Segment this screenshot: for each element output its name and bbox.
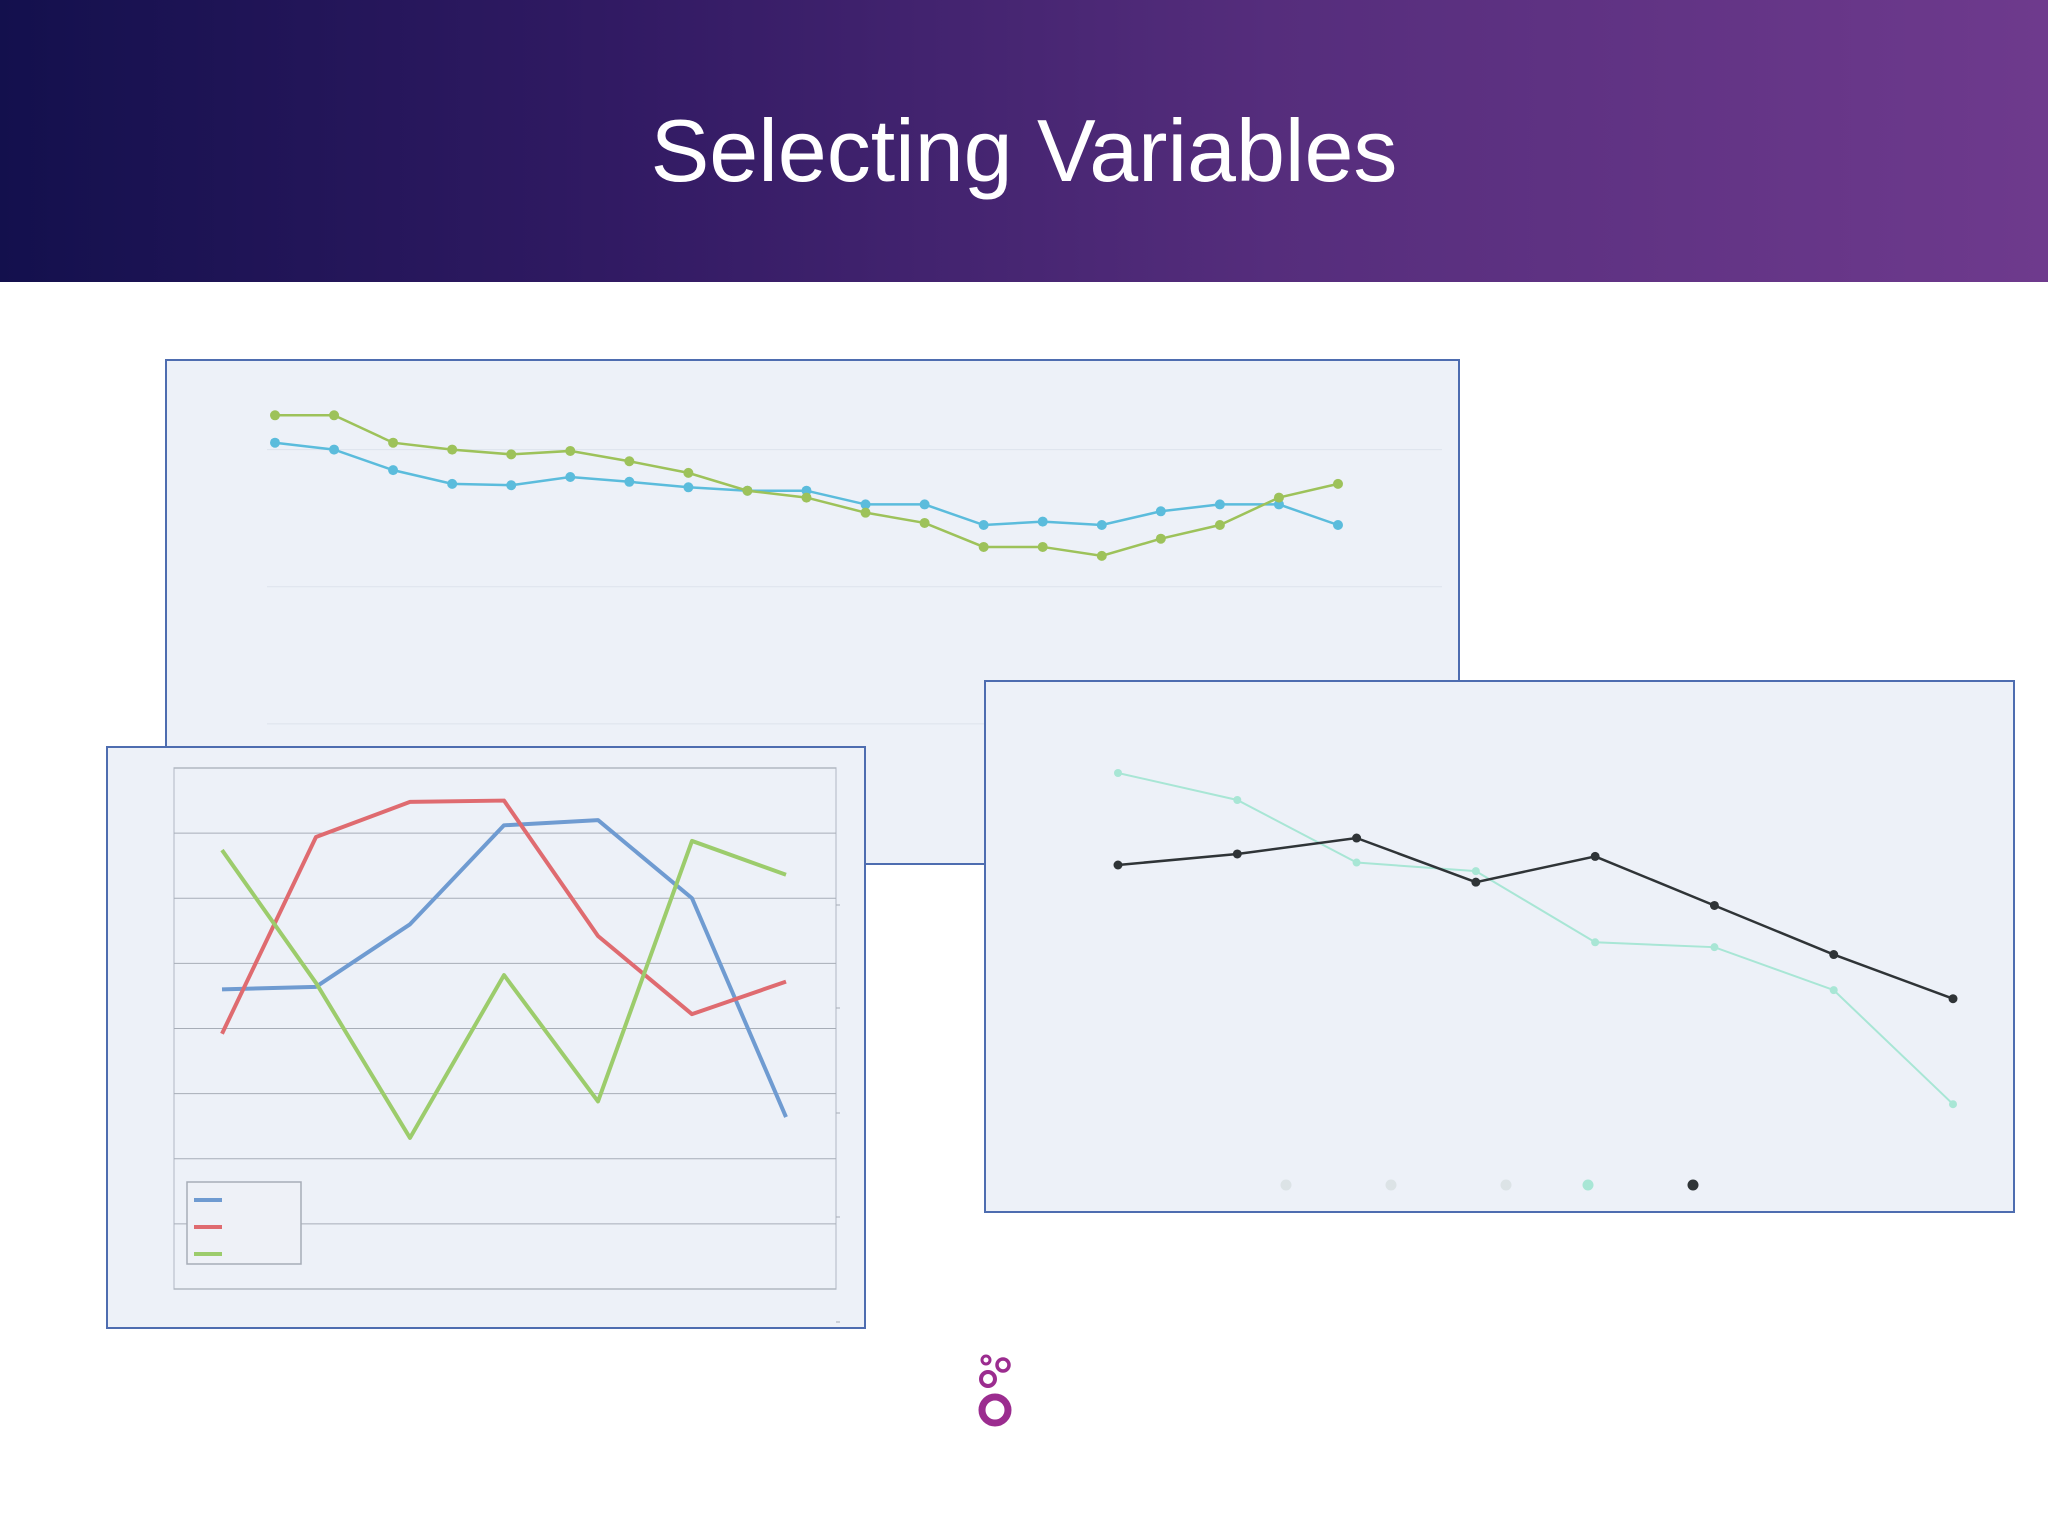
data-point bbox=[742, 485, 753, 496]
legend-marker bbox=[1500, 1179, 1512, 1191]
data-point bbox=[565, 472, 576, 482]
looker-logo bbox=[900, 1345, 1150, 1455]
looker-logo-mark bbox=[978, 1354, 1012, 1427]
legend-marker bbox=[1385, 1179, 1397, 1191]
series-line-1 bbox=[275, 414, 1339, 558]
data-point bbox=[1352, 833, 1362, 843]
data-point bbox=[506, 449, 517, 460]
data-point bbox=[1232, 849, 1242, 859]
data-point bbox=[860, 507, 871, 518]
data-point bbox=[1155, 533, 1166, 544]
series-line-northwest bbox=[1117, 772, 1954, 1105]
data-point bbox=[624, 476, 635, 487]
data-point bbox=[1333, 520, 1343, 530]
data-point bbox=[1352, 858, 1361, 867]
data-point bbox=[1709, 900, 1719, 910]
data-point bbox=[1096, 550, 1107, 561]
data-point bbox=[919, 499, 930, 510]
carrier-distance-line-chart bbox=[1113, 769, 1958, 1191]
data-point bbox=[1829, 986, 1838, 995]
data-point bbox=[919, 517, 930, 528]
legend-marker bbox=[1280, 1179, 1292, 1191]
series-line-richmond bbox=[220, 798, 787, 1035]
data-point bbox=[683, 467, 694, 478]
data-point bbox=[801, 492, 812, 503]
logo-bubble bbox=[978, 1393, 1012, 1427]
legend-marker bbox=[1582, 1179, 1594, 1191]
data-point bbox=[1037, 541, 1048, 552]
data-point bbox=[388, 465, 399, 476]
data-point bbox=[1590, 851, 1600, 861]
data-point bbox=[1273, 492, 1284, 503]
data-point bbox=[447, 444, 458, 455]
data-point bbox=[683, 482, 694, 493]
data-point bbox=[1829, 950, 1839, 960]
data-point bbox=[388, 437, 399, 448]
data-point bbox=[624, 456, 635, 467]
logo-bubble bbox=[979, 1370, 997, 1388]
data-point bbox=[329, 444, 340, 455]
data-point bbox=[978, 541, 989, 552]
data-point bbox=[1710, 943, 1719, 952]
data-point bbox=[565, 445, 576, 456]
logo-bubble bbox=[995, 1357, 1011, 1373]
series-line-atlanta bbox=[220, 838, 787, 1140]
data-point bbox=[1037, 516, 1048, 527]
title-banner: Selecting Variables bbox=[0, 0, 2048, 282]
data-point bbox=[1949, 1100, 1957, 1109]
series-line-0 bbox=[274, 441, 1339, 527]
data-point bbox=[801, 485, 812, 496]
logo-bubble bbox=[980, 1354, 992, 1366]
data-point bbox=[978, 520, 989, 530]
data-point bbox=[270, 437, 280, 448]
panel-city-weekday-chart bbox=[106, 746, 866, 1329]
data-point bbox=[506, 480, 517, 491]
data-point bbox=[447, 478, 458, 489]
data-point bbox=[1233, 795, 1242, 804]
data-point bbox=[329, 410, 340, 421]
data-point bbox=[270, 410, 280, 421]
data-point bbox=[1114, 769, 1122, 777]
series-line-united bbox=[1117, 836, 1954, 1000]
data-point bbox=[1214, 520, 1225, 530]
legend-box bbox=[186, 1181, 302, 1265]
city-weekday-line-chart bbox=[173, 767, 840, 1323]
data-point bbox=[1333, 478, 1343, 489]
data-point bbox=[1113, 860, 1123, 870]
data-point bbox=[1471, 867, 1480, 876]
data-point bbox=[1471, 877, 1481, 887]
series-line-memphis bbox=[221, 818, 788, 1118]
data-point bbox=[1591, 938, 1600, 947]
panel-carrier-distance-chart bbox=[984, 680, 2015, 1213]
legend-marker bbox=[1687, 1179, 1699, 1191]
data-point bbox=[1096, 520, 1107, 530]
data-point bbox=[1948, 994, 1958, 1004]
data-point bbox=[1273, 499, 1284, 510]
data-point bbox=[1214, 499, 1225, 510]
slide-title: Selecting Variables bbox=[650, 101, 1398, 200]
data-point bbox=[860, 499, 871, 510]
data-point bbox=[1155, 506, 1166, 517]
